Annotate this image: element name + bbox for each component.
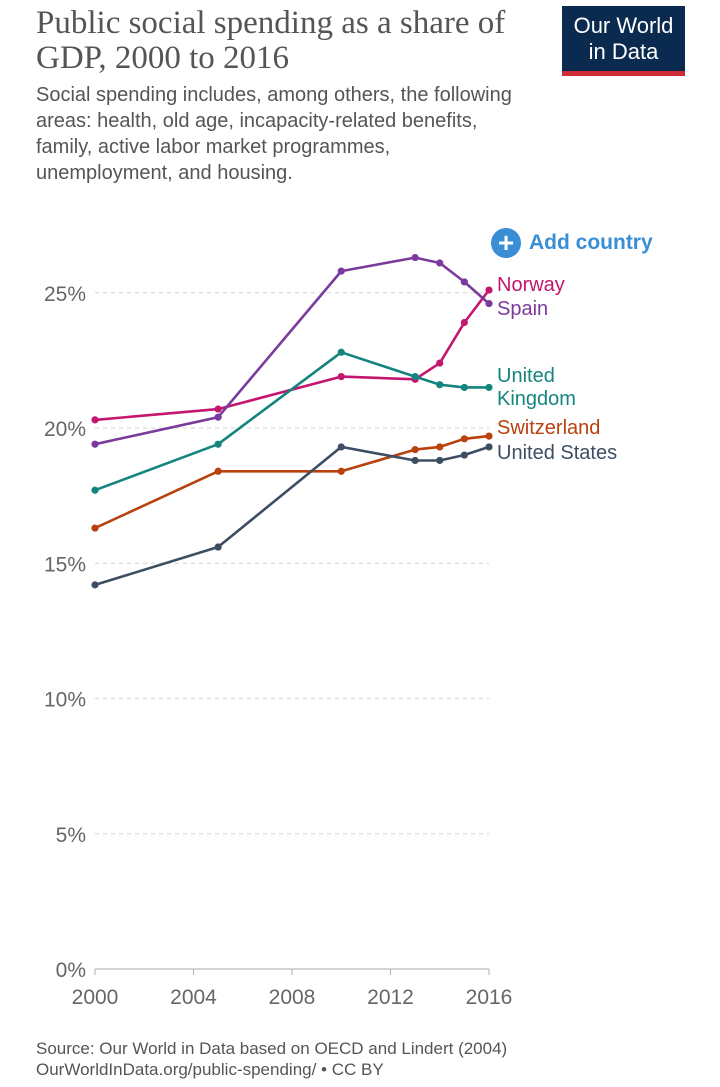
series-line-switzerland [94, 434, 490, 530]
data-point-spain [91, 440, 99, 448]
data-point-norway [214, 405, 222, 413]
chart-gridlines [95, 292, 489, 835]
data-point-norway [337, 373, 345, 381]
data-point-switzerland [485, 432, 493, 440]
x-axis: 2000 2004 2008 2012 2016 [72, 968, 513, 1009]
chart-series [91, 253, 493, 589]
series-label-united-states: United States [497, 442, 617, 464]
y-axis: 0% 5% 10% 15% 20% 25% [44, 283, 86, 982]
data-point-united-states [337, 443, 345, 451]
series-line-spain [94, 256, 490, 446]
y-tick-label: 25% [44, 283, 86, 306]
data-point-spain [337, 267, 345, 275]
data-point-united-kingdom [91, 486, 99, 494]
y-tick-label: 0% [56, 959, 86, 982]
x-tick-label: 2000 [72, 986, 119, 1009]
data-point-switzerland [411, 446, 419, 454]
data-point-norway [460, 318, 468, 327]
x-tick-label: 2004 [170, 986, 217, 1009]
data-point-switzerland [460, 435, 468, 443]
data-point-norway [436, 359, 444, 367]
add-country-button[interactable]: + Add country [491, 228, 653, 258]
data-point-switzerland [91, 524, 99, 532]
data-point-spain [485, 299, 493, 308]
data-point-united-kingdom [214, 440, 222, 448]
series-line-norway [94, 289, 491, 422]
add-country-label: Add country [529, 231, 653, 254]
data-point-united-kingdom [337, 348, 345, 356]
data-point-spain [460, 278, 468, 286]
data-point-switzerland [214, 467, 222, 475]
data-point-switzerland [436, 443, 444, 451]
series-label-united-kingdom: United Kingdom [497, 365, 576, 410]
data-point-united-states [460, 451, 468, 459]
y-tick-label: 10% [44, 689, 86, 712]
source-url[interactable]: OurWorldInData.org/public-spending/ • CC… [36, 1060, 384, 1079]
plus-circle-icon: + [491, 228, 521, 258]
data-point-spain [214, 413, 222, 421]
series-label-norway: Norway [497, 274, 565, 296]
y-tick-label: 20% [44, 418, 86, 441]
chart-title: Public social spending as a share of GDP… [36, 5, 506, 76]
data-point-norway [91, 416, 99, 424]
series-label-switzerland: Switzerland [497, 417, 600, 439]
data-point-united-states [91, 581, 99, 589]
series-label-spain: Spain [497, 298, 548, 320]
data-point-spain [436, 259, 444, 267]
source-text: Source: Our World in Data based on OECD … [36, 1039, 508, 1058]
owid-logo[interactable]: Our World in Data [562, 6, 685, 76]
data-point-united-states [214, 543, 222, 551]
chart-source: Source: Our World in Data based on OECD … [36, 1038, 676, 1080]
data-point-switzerland [337, 467, 345, 475]
logo-line-2: in Data [588, 39, 659, 64]
x-tick-label: 2012 [367, 986, 414, 1009]
data-point-united-kingdom [411, 373, 419, 381]
data-point-spain [411, 253, 419, 262]
data-point-united-kingdom [436, 381, 444, 389]
data-point-united-kingdom [460, 383, 468, 392]
series-line-united-kingdom [94, 350, 489, 492]
x-tick-label: 2008 [269, 986, 316, 1009]
chart-subtitle: Social spending includes, among others, … [36, 84, 512, 184]
data-point-united-states [485, 443, 493, 451]
y-tick-label: 5% [56, 824, 86, 847]
x-tick-label: 2016 [466, 986, 513, 1009]
data-point-united-states [436, 456, 444, 465]
y-tick-label: 15% [44, 553, 86, 576]
logo-line-1: Our World [573, 13, 674, 38]
data-point-united-kingdom [485, 383, 493, 392]
data-point-norway [485, 286, 493, 294]
data-point-united-states [411, 456, 419, 465]
